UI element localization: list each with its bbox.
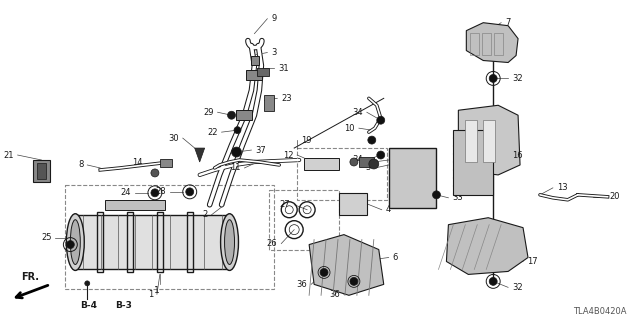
Text: 21: 21 — [3, 150, 13, 160]
Circle shape — [350, 277, 358, 285]
Text: 17: 17 — [527, 257, 538, 266]
Ellipse shape — [67, 214, 84, 270]
Polygon shape — [309, 235, 384, 295]
Circle shape — [433, 191, 440, 199]
Text: 13: 13 — [557, 183, 568, 192]
Bar — [97, 212, 103, 272]
Text: 24: 24 — [120, 188, 131, 197]
Bar — [157, 212, 163, 272]
Bar — [483, 120, 495, 162]
Polygon shape — [458, 105, 520, 175]
Text: 5: 5 — [365, 164, 371, 172]
Circle shape — [489, 75, 497, 82]
Text: 31: 31 — [278, 64, 289, 73]
Bar — [36, 163, 47, 179]
Polygon shape — [467, 23, 518, 62]
Text: 4: 4 — [386, 205, 391, 214]
Text: 9: 9 — [271, 14, 276, 23]
Text: 27: 27 — [280, 200, 290, 209]
Text: 33: 33 — [452, 193, 463, 202]
Text: 16: 16 — [512, 150, 523, 160]
Circle shape — [368, 136, 376, 144]
Circle shape — [67, 241, 74, 249]
Bar — [494, 33, 503, 54]
Text: 2: 2 — [202, 210, 207, 219]
Bar — [388, 148, 436, 208]
Text: B-4: B-4 — [80, 301, 97, 310]
Text: 1: 1 — [148, 290, 153, 299]
Text: 18: 18 — [393, 156, 403, 164]
Text: 26: 26 — [267, 239, 277, 248]
Text: 34: 34 — [352, 156, 363, 164]
Text: 23: 23 — [281, 94, 292, 103]
Text: 37: 37 — [255, 146, 266, 155]
Text: 10: 10 — [344, 124, 355, 133]
Ellipse shape — [70, 220, 80, 264]
Text: 11: 11 — [230, 164, 241, 172]
Text: 20: 20 — [609, 192, 620, 201]
Circle shape — [228, 111, 236, 119]
Bar — [252, 56, 259, 66]
Bar — [237, 110, 252, 120]
Bar — [65, 185, 275, 289]
Bar — [127, 212, 133, 272]
Text: TLA4B0420A: TLA4B0420A — [573, 307, 627, 316]
Text: 25: 25 — [41, 233, 51, 242]
Bar — [33, 160, 51, 182]
Circle shape — [320, 268, 328, 276]
Circle shape — [232, 147, 241, 157]
Circle shape — [377, 151, 385, 159]
Circle shape — [234, 127, 241, 134]
Ellipse shape — [221, 214, 239, 270]
Text: 22: 22 — [207, 128, 218, 137]
Circle shape — [84, 281, 90, 286]
Bar — [470, 33, 479, 54]
Bar — [339, 193, 367, 215]
Text: 12: 12 — [283, 150, 293, 160]
Text: 8: 8 — [78, 160, 83, 170]
Bar — [160, 159, 172, 167]
Circle shape — [350, 158, 358, 166]
Bar — [187, 212, 193, 272]
Text: 1: 1 — [154, 286, 160, 295]
Bar — [453, 130, 493, 195]
Circle shape — [377, 116, 385, 124]
Bar — [76, 215, 230, 269]
Text: 34: 34 — [352, 108, 363, 117]
Text: 6: 6 — [393, 253, 398, 262]
Circle shape — [489, 277, 497, 285]
Text: 29: 29 — [203, 108, 214, 117]
Circle shape — [186, 188, 194, 196]
Bar — [269, 190, 339, 250]
Bar — [465, 120, 477, 162]
Bar — [483, 33, 491, 54]
Text: 32: 32 — [512, 74, 523, 83]
Text: B-3: B-3 — [115, 301, 132, 310]
Circle shape — [151, 189, 159, 197]
Ellipse shape — [225, 220, 234, 264]
Text: 36: 36 — [296, 280, 307, 289]
Polygon shape — [105, 200, 165, 210]
Text: 30: 30 — [168, 134, 179, 143]
Text: 19: 19 — [301, 136, 312, 145]
Text: 36: 36 — [329, 290, 340, 299]
Text: 14: 14 — [132, 158, 143, 167]
Circle shape — [369, 159, 379, 169]
Polygon shape — [447, 218, 528, 275]
Text: 28: 28 — [156, 187, 166, 196]
Polygon shape — [195, 148, 205, 162]
Text: 32: 32 — [512, 283, 523, 292]
Bar — [297, 148, 387, 200]
Bar — [246, 70, 262, 80]
Circle shape — [151, 169, 159, 177]
Bar — [304, 158, 339, 170]
Text: 7: 7 — [505, 18, 511, 27]
Bar — [359, 157, 374, 167]
Bar — [257, 68, 269, 76]
Text: FR.: FR. — [22, 272, 40, 283]
Text: 3: 3 — [271, 48, 276, 57]
Bar — [264, 95, 275, 111]
